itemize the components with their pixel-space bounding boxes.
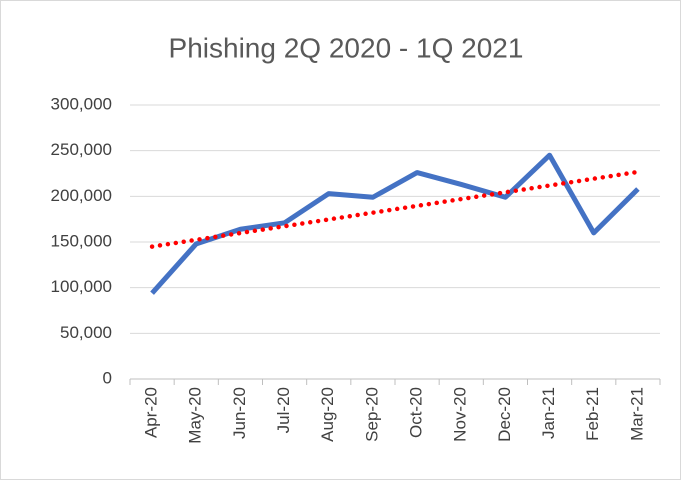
x-tick-label: Dec-20: [495, 387, 514, 442]
y-tick-label: 100,000: [51, 277, 112, 296]
x-tick-label: Oct-20: [407, 387, 426, 438]
x-tick-label: Feb-21: [583, 387, 602, 441]
x-tick-label: Nov-20: [451, 387, 470, 442]
y-tick-label: 300,000: [51, 94, 112, 113]
x-tick-label: Sep-20: [362, 387, 381, 442]
x-tick-label: Jan-21: [539, 387, 558, 439]
series-line: [150, 152, 640, 295]
y-tick-label: 150,000: [51, 231, 112, 250]
x-tick-label: Mar-21: [627, 387, 646, 441]
y-tick-label: 200,000: [51, 186, 112, 205]
x-tick-label: Apr-20: [142, 387, 161, 438]
y-tick-label: 0: [103, 368, 112, 387]
chart-title: Phishing 2Q 2020 - 1Q 2021: [169, 32, 524, 63]
x-tick-label: Jul-20: [274, 387, 293, 433]
y-tick-label: 50,000: [60, 323, 112, 342]
x-tick-label: May-20: [186, 387, 205, 444]
x-tick-label: Aug-20: [318, 387, 337, 442]
trend-line: [149, 169, 641, 249]
x-tick-label: Jun-20: [230, 387, 249, 439]
y-tick-label: 250,000: [51, 140, 112, 159]
